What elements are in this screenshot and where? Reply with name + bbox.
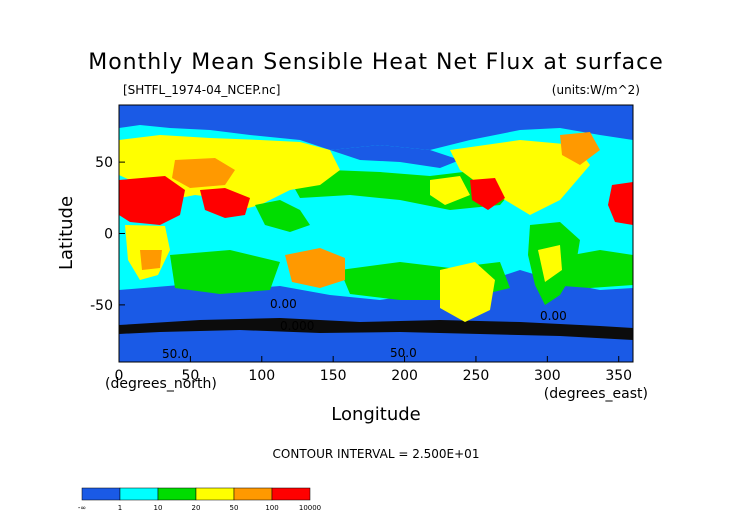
north-subtropic-green-belt	[290, 170, 520, 210]
legend-color-swatch	[157, 487, 197, 501]
x-tick-label: 100	[248, 368, 275, 384]
x-tick-label: 350	[605, 368, 632, 384]
australia-land	[285, 248, 345, 288]
legend-color-swatch	[81, 487, 121, 501]
color-legend: -∞ 1 10 20 50 100 10000	[78, 487, 321, 512]
contour-label-4: 50.0	[390, 346, 417, 360]
x-tick-label: 150	[320, 368, 347, 384]
y-tick-label: 0	[104, 227, 113, 243]
contour-label-2: 0.000	[280, 319, 314, 333]
west-africa-red-region	[608, 182, 633, 225]
southern-africa-orange-patch	[140, 250, 162, 270]
south-indian-green-belt	[170, 250, 280, 294]
north-pacific-blue-region	[330, 145, 460, 168]
central-asia-orange-region	[172, 158, 235, 188]
legend-color-swatch	[195, 487, 235, 501]
antarctic-dark-band	[119, 318, 633, 340]
southeast-asia-islands	[255, 200, 310, 232]
x-unit-note: (degrees_east)	[544, 386, 648, 402]
arctic-blue-region	[119, 105, 633, 150]
legend-tick-label: -∞	[78, 504, 86, 512]
north-america-land	[450, 140, 590, 215]
x-axis-label: Longitude	[331, 404, 421, 425]
south-america-yellow-patch	[538, 245, 562, 282]
northern-africa-red-region	[119, 176, 185, 225]
legend-tick-label: 10000	[299, 504, 321, 512]
x-tick-label: 50	[181, 368, 199, 384]
legend-tick-label: 10	[154, 504, 163, 512]
southern-ocean-blue-region	[119, 270, 633, 362]
x-tick-label: 250	[463, 368, 490, 384]
x-axis: 0 50 100 150 200 250 300 350	[115, 356, 632, 384]
contour-interval-text: CONTOUR INTERVAL = 2.500E+01	[273, 447, 480, 461]
north-pacific-yellow-patch	[430, 176, 470, 205]
y-axis-label: Latitude	[56, 196, 77, 270]
legend-tick-label: 50	[230, 504, 239, 512]
legend-color-swatch	[271, 487, 311, 501]
south-pacific-yellow-region	[440, 262, 495, 322]
legend-color-swatch	[119, 487, 159, 501]
legend-tick-label: 100	[265, 504, 278, 512]
y-tick-label: -50	[90, 298, 113, 314]
x-tick-label: 0	[115, 368, 124, 384]
y-unit-note: (degrees_north)	[105, 376, 217, 392]
y-tick-label: 50	[95, 155, 113, 171]
x-tick-label: 300	[534, 368, 561, 384]
x-tick-label: 200	[391, 368, 418, 384]
greenland-orange-region	[560, 132, 600, 165]
antarctica-coast-land	[119, 350, 633, 362]
units-label: (units:W/m^2)	[552, 83, 640, 97]
arabia-india-red-region	[200, 188, 250, 218]
legend-tick-label: 1	[118, 504, 122, 512]
dataset-filename: [SHTFL_1974-04_NCEP.nc]	[123, 83, 280, 97]
contour-label-1: 0.00	[270, 297, 297, 311]
chart-title: Monthly Mean Sensible Heat Net Flux at s…	[88, 50, 664, 75]
y-axis: -50 0 50	[90, 155, 125, 314]
contour-label-5: 0.00	[540, 309, 567, 323]
southwest-north-america-red-region	[470, 178, 505, 210]
legend-color-swatch	[233, 487, 273, 501]
heatmap-field	[119, 105, 633, 362]
contour-label-3: 50.0	[162, 347, 189, 361]
legend-tick-label: 20	[192, 504, 201, 512]
